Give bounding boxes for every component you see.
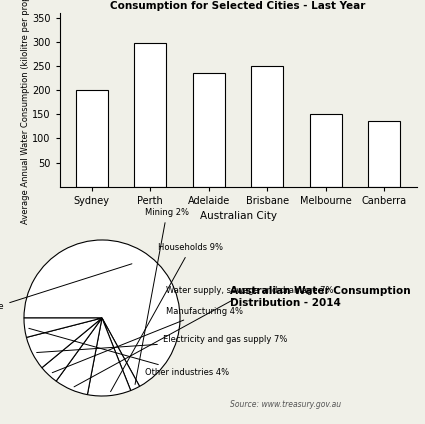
- Text: Australian Water Consumption
Distribution - 2014: Australian Water Consumption Distributio…: [230, 286, 410, 307]
- Title: Average Australian Annual Residential Water
Consumption for Selected Cities - La: Average Australian Annual Residential Wa…: [105, 0, 371, 11]
- Text: Mining 2%: Mining 2%: [135, 208, 189, 385]
- Wedge shape: [88, 318, 131, 396]
- Text: Manufacturing 4%: Manufacturing 4%: [52, 307, 243, 373]
- Text: Water supply, sewage and drainage 7%: Water supply, sewage and drainage 7%: [74, 286, 334, 387]
- Text: Source: www.treasury.gov.au: Source: www.treasury.gov.au: [230, 400, 340, 409]
- Bar: [368, 121, 400, 187]
- Bar: [310, 114, 342, 187]
- Text: Agriculture
67%: Agriculture 67%: [0, 264, 132, 321]
- Bar: [193, 73, 225, 187]
- Wedge shape: [42, 318, 102, 381]
- Text: Households 9%: Households 9%: [110, 243, 223, 392]
- X-axis label: Australian City: Australian City: [199, 211, 277, 221]
- Wedge shape: [56, 318, 102, 395]
- Bar: [134, 43, 166, 187]
- Bar: [76, 90, 108, 187]
- Wedge shape: [102, 318, 139, 391]
- Wedge shape: [26, 318, 102, 368]
- Wedge shape: [24, 318, 102, 338]
- Wedge shape: [24, 240, 180, 386]
- Y-axis label: Average Annual Water Consumption (kilolitre per property): Average Annual Water Consumption (kiloli…: [21, 0, 31, 224]
- Text: Other industries 4%: Other industries 4%: [29, 328, 229, 377]
- Bar: [251, 66, 283, 187]
- Text: Electricity and gas supply 7%: Electricity and gas supply 7%: [37, 335, 287, 352]
